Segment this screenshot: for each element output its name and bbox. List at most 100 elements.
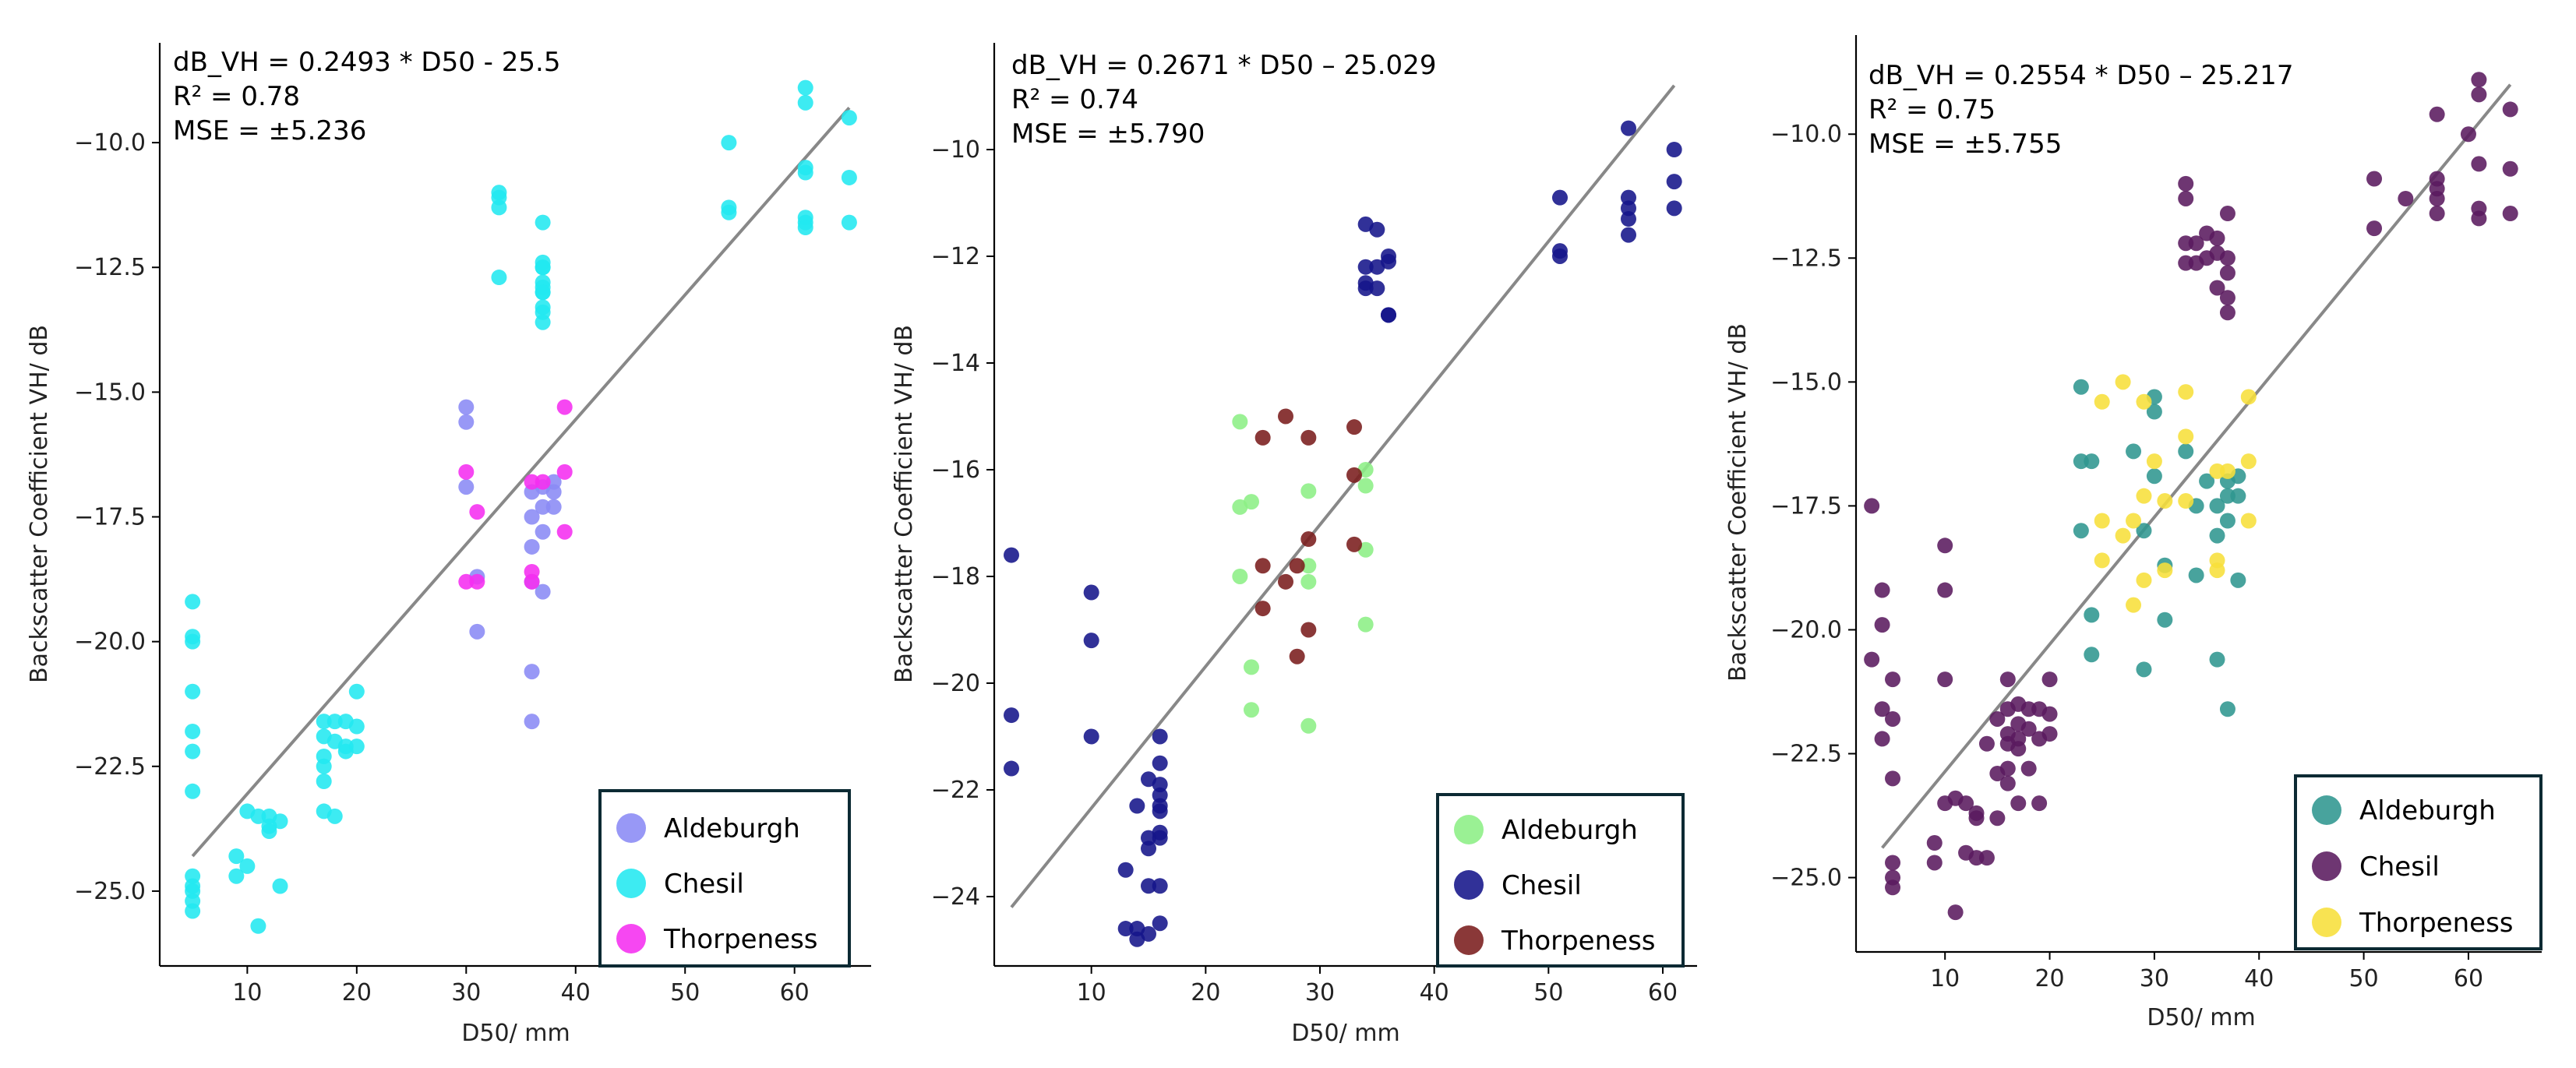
data-point-thorpeness: [2240, 513, 2257, 529]
data-point-chesil: [1885, 770, 1901, 787]
regression-line-layer: [191, 106, 851, 858]
data-point-aldeburgh: [524, 714, 540, 730]
data-point-chesil: [316, 714, 332, 730]
data-point-chesil: [316, 758, 332, 774]
data-point-chesil: [316, 774, 332, 789]
data-point-chesil: [2502, 101, 2518, 118]
data-point-thorpeness: [2209, 562, 2225, 579]
data-point-chesil: [2178, 190, 2194, 206]
data-point-chesil: [261, 823, 277, 840]
y-tick-label: −20: [931, 670, 980, 697]
data-point-aldeburgh: [2157, 612, 2173, 628]
data-point-chesil: [1874, 731, 1890, 747]
data-point-thorpeness: [469, 504, 485, 520]
data-point-chesil: [1152, 803, 1168, 820]
data-point-thorpeness: [1289, 558, 1305, 574]
legend-label-chesil: Chesil: [664, 869, 744, 900]
data-point-chesil: [1004, 707, 1019, 724]
y-axis-label: Backscatter Coefficient VH/ dB: [26, 325, 53, 683]
data-point-chesil: [1357, 280, 1374, 297]
x-tick-label: 60: [2454, 965, 2483, 992]
data-point-thorpeness: [2157, 562, 2173, 579]
data-point-chesil: [2010, 795, 2027, 812]
data-point-thorpeness: [1278, 408, 1293, 425]
legend-label-aldeburgh: Aldeburgh: [664, 813, 800, 844]
data-point-aldeburgh: [535, 499, 551, 515]
data-point-chesil: [535, 284, 551, 301]
data-point-aldeburgh: [458, 479, 475, 495]
regression-line-layer: [1010, 84, 1676, 908]
x-tick-label: 10: [1077, 979, 1106, 1006]
data-point-chesil: [326, 808, 343, 824]
data-point-aldeburgh: [2178, 443, 2194, 460]
regression-line: [1010, 84, 1676, 908]
data-point-chesil: [1978, 850, 1995, 866]
y-tick-label: −14: [931, 350, 980, 377]
data-point-chesil: [1864, 498, 1880, 514]
data-point-chesil: [2041, 671, 2058, 688]
data-point-chesil: [2041, 726, 2058, 742]
data-point-thorpeness: [1254, 429, 1271, 446]
data-point-thorpeness: [535, 474, 551, 490]
data-point-chesil: [2219, 265, 2235, 281]
data-point-chesil: [1381, 253, 1396, 270]
data-point-chesil: [348, 718, 365, 735]
data-point-aldeburgh: [1244, 494, 1259, 510]
data-point-chesil: [1885, 879, 1901, 896]
data-point-thorpeness: [556, 399, 573, 415]
x-tick-label: 50: [670, 979, 700, 1006]
legend-marker-chesil: [1454, 870, 1484, 900]
data-point-thorpeness: [2146, 453, 2162, 470]
data-point-chesil: [2366, 220, 2383, 237]
data-point-thorpeness: [1300, 531, 1317, 548]
data-point-chesil: [2366, 171, 2383, 187]
y-axis-label: Backscatter Coefficient VH/ dB: [891, 325, 918, 683]
data-point-thorpeness: [2178, 493, 2194, 509]
regression-line: [1881, 83, 2512, 849]
legend: Aldeburgh Chesil Thorpeness: [598, 789, 851, 968]
data-point-chesil: [1874, 701, 1890, 717]
data-point-thorpeness: [2178, 384, 2194, 400]
data-point-chesil: [1004, 760, 1019, 777]
data-point-chesil: [1083, 633, 1099, 649]
data-point-chesil: [1968, 810, 1985, 827]
data-point-aldeburgh: [524, 509, 540, 525]
data-point-chesil: [1864, 651, 1880, 668]
data-point-chesil: [2429, 190, 2445, 206]
y-tick-label: −17.5: [1770, 492, 1842, 520]
x-tick-label: 10: [232, 979, 262, 1006]
data-point-chesil: [1083, 584, 1099, 601]
legend-label-thorpeness: Thorpeness: [2359, 908, 2514, 939]
x-tick-label: 60: [1648, 979, 1678, 1006]
data-point-chesil: [1978, 735, 1995, 752]
data-point-aldeburgh: [2188, 567, 2204, 583]
data-point-chesil: [797, 220, 813, 235]
data-point-chesil: [2209, 230, 2225, 246]
y-axis-label: Backscatter Coefficient VH/ dB: [1724, 323, 1752, 682]
data-point-thorpeness: [2094, 552, 2110, 569]
r-squared-label: R² = 0.74: [1011, 84, 1138, 115]
data-point-aldeburgh: [1232, 568, 1248, 584]
y-tick-label: −16: [931, 456, 980, 484]
data-point-chesil: [2041, 706, 2058, 722]
data-point-thorpeness: [1346, 419, 1362, 435]
mse-label: MSE = ±5.790: [1011, 118, 1205, 150]
x-axis-label: D50/ mm: [2147, 1004, 2255, 1031]
data-point-aldeburgh: [1357, 616, 1374, 633]
data-point-chesil: [2219, 250, 2235, 266]
data-point-chesil: [1369, 280, 1385, 297]
data-point-chesil: [797, 79, 813, 96]
data-point-aldeburgh: [1244, 659, 1259, 675]
data-point-chesil: [1552, 189, 1568, 206]
legend-label-aldeburgh: Aldeburgh: [1501, 815, 1638, 846]
data-point-chesil: [2502, 206, 2518, 222]
points-layer: [1004, 120, 1682, 947]
data-point-thorpeness: [2219, 463, 2235, 479]
y-tick-label: −10.0: [1770, 121, 1842, 148]
data-point-aldeburgh: [2084, 453, 2100, 470]
chart-panel-middle: 10 20 30 40 50 60 −24 −22 −20 −18 −16 −14 −12 −10 D5…: [891, 43, 1697, 1047]
data-point-aldeburgh: [2146, 404, 2162, 420]
data-point-chesil: [2010, 741, 2027, 757]
data-point-chesil: [272, 813, 288, 830]
data-point-chesil: [1621, 227, 1636, 243]
